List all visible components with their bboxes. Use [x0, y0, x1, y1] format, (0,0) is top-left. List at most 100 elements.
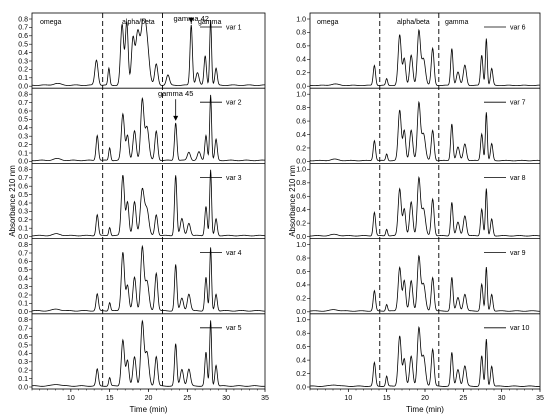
- y-tick-label: 0.6: [296, 43, 306, 50]
- y-tick-label: 0.4: [296, 282, 306, 289]
- x-tick-label: 20: [421, 395, 429, 402]
- y-tick-label: 0.3: [18, 284, 28, 291]
- y-tick-label: 0.8: [296, 105, 306, 112]
- y-tick-label: 0.3: [18, 134, 28, 141]
- x-tick-label: 15: [106, 395, 114, 402]
- y-tick-label: 0.2: [18, 368, 28, 375]
- legend-label-var-2: var 2: [226, 100, 242, 107]
- trace-var-9: [309, 254, 540, 312]
- y-tick-label: 0.0: [296, 309, 306, 316]
- y-tick-label: 0.6: [18, 259, 28, 266]
- y-tick-label: 0.4: [296, 57, 306, 64]
- y-axis-title: Absorbance 210 nm: [288, 165, 297, 237]
- legend-label-var-8: var 8: [510, 175, 526, 182]
- y-tick-label: 0.1: [18, 150, 28, 157]
- x-tick-label: 30: [498, 395, 506, 402]
- y-tick-label: 0.4: [296, 132, 306, 139]
- y-tick-label: 0.0: [18, 159, 28, 166]
- y-tick-label: 0.2: [18, 142, 28, 149]
- x-axis-title: Time (min): [406, 405, 444, 414]
- y-tick-label: 0.8: [296, 255, 306, 262]
- region-label-gamma: gamma: [198, 19, 221, 26]
- annotation-arrow-head: [188, 18, 194, 24]
- y-axis-title: Absorbance 210 nm: [8, 165, 17, 237]
- y-tick-label: 1.0: [296, 92, 306, 99]
- y-tick-label: 0.5: [18, 117, 28, 124]
- y-tick-label: 0.1: [18, 301, 28, 308]
- legend-label-var-5: var 5: [226, 325, 242, 332]
- y-tick-label: 0.0: [18, 84, 28, 91]
- legend-label-var-10: var 10: [510, 325, 530, 332]
- y-tick-label: 0.0: [296, 234, 306, 241]
- y-tick-label: 0.6: [18, 184, 28, 191]
- y-tick-label: 0.0: [296, 159, 306, 166]
- x-tick-label: 35: [536, 395, 544, 402]
- y-tick-label: 0.1: [18, 226, 28, 233]
- y-tick-label: 0.8: [18, 92, 28, 99]
- y-tick-label: 0.4: [18, 351, 28, 358]
- region-label-alpha-beta: alpha/beta: [122, 19, 155, 26]
- plot-frame: [31, 12, 266, 390]
- y-tick-label: 0.5: [18, 342, 28, 349]
- y-tick-label: 0.0: [296, 384, 306, 391]
- y-tick-label: 0.2: [296, 70, 306, 77]
- y-tick-label: 0.7: [18, 250, 28, 257]
- y-tick-label: 0.5: [18, 42, 28, 49]
- y-tick-label: 0.2: [296, 296, 306, 303]
- y-tick-label: 0.4: [18, 50, 28, 57]
- y-tick-label: 0.3: [18, 58, 28, 65]
- x-tick-label: 25: [183, 395, 191, 402]
- region-label-alpha-beta: alpha/beta: [397, 19, 430, 26]
- x-tick-label: 20: [145, 395, 153, 402]
- legend-label-var-1: var 1: [226, 24, 242, 31]
- y-tick-label: 0.4: [18, 200, 28, 207]
- trace-var-6: [309, 28, 540, 87]
- left-panel: omega alpha/beta gamma 10 15 20 25 30 35 Time (mi…: [8, 12, 269, 414]
- y-tick-label: 0.8: [296, 180, 306, 187]
- legend-label-var-3: var 3: [226, 175, 242, 182]
- x-tick-label: 15: [383, 395, 391, 402]
- trace-var-8: [309, 176, 541, 237]
- y-tick-label: 0.7: [18, 100, 28, 107]
- y-tick-label: 0.8: [18, 167, 28, 174]
- x-tick-label: 35: [261, 395, 269, 402]
- legend-label-var-4: var 4: [226, 250, 242, 257]
- y-tick-label: 0.2: [296, 371, 306, 378]
- x-tick-label: 30: [222, 395, 230, 402]
- y-tick-label: 0.2: [18, 67, 28, 74]
- y-tick-label: 0.2: [296, 145, 306, 152]
- y-tick-label: 0.1: [18, 75, 28, 82]
- y-tick-label: 0.6: [18, 108, 28, 115]
- y-tick-label: 0.6: [296, 344, 306, 351]
- y-tick-label: 0.2: [18, 217, 28, 224]
- y-tick-label: 0.6: [296, 118, 306, 125]
- y-tick-label: 0.6: [296, 194, 306, 201]
- y-tick-label: 0.4: [296, 357, 306, 364]
- annotation-arrow-head: [173, 115, 179, 121]
- peak-annotation: gamma 45: [158, 89, 193, 98]
- trace-var-5: [31, 319, 266, 387]
- y-tick-label: 0.0: [18, 234, 28, 241]
- y-tick-label: 1.0: [296, 317, 306, 324]
- y-tick-label: 0.3: [18, 209, 28, 216]
- legend-label-var-9: var 9: [510, 250, 526, 257]
- y-tick-label: 0.8: [18, 16, 28, 23]
- y-tick-label: 1.0: [296, 242, 306, 249]
- trace-var-4: [31, 244, 266, 312]
- y-tick-label: 0.8: [18, 317, 28, 324]
- y-tick-label: 0.4: [296, 207, 306, 214]
- y-tick-label: 1.0: [296, 167, 306, 174]
- y-tick-label: 0.2: [296, 220, 306, 227]
- y-tick-label: 0.8: [18, 242, 28, 249]
- y-tick-label: 0.0: [18, 309, 28, 316]
- y-tick-label: 0.6: [296, 269, 306, 276]
- region-label-omega: omega: [317, 19, 339, 26]
- y-tick-label: 0.4: [18, 276, 28, 283]
- y-tick-label: 0.5: [18, 192, 28, 199]
- y-tick-label: 0.7: [18, 25, 28, 32]
- trace-var-2: [31, 94, 266, 162]
- trace-var-1: [31, 18, 265, 86]
- legend-label-var-7: var 7: [510, 100, 526, 107]
- y-tick-label: 0.1: [18, 376, 28, 383]
